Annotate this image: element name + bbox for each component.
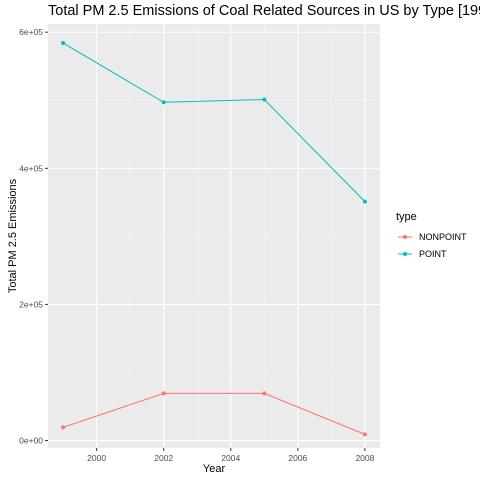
legend-title: type [396, 211, 417, 223]
legend-label-point: POINT [419, 249, 447, 259]
data-point-nonpoint [61, 425, 66, 430]
y-axis-title: Total PM 2.5 Emissions [7, 178, 19, 293]
series-layer [61, 41, 367, 437]
data-point-point [362, 199, 367, 204]
x-tick-label: 2002 [154, 453, 173, 463]
series-line-nonpoint [62, 392, 366, 435]
minor-gridlines [48, 24, 380, 448]
x-axis-title: Year [203, 463, 226, 475]
y-tick-label: 6e+05 [19, 27, 43, 37]
y-tick-label: 2e+05 [19, 299, 43, 309]
data-point-point [61, 41, 66, 46]
x-tick-label: 2004 [221, 453, 240, 463]
legend-key-point-nonpoint [403, 235, 407, 239]
x-tick-label: 2006 [288, 453, 307, 463]
y-tick-label: 4e+05 [19, 163, 43, 173]
x-tick-label: 2008 [355, 453, 374, 463]
chart-title: Total PM 2.5 Emissions of Coal Related S… [48, 3, 480, 19]
series-line-point [62, 42, 366, 202]
x-tick-label: 2000 [87, 453, 106, 463]
data-point-nonpoint [161, 391, 166, 396]
legend: type NONPOINT POINT [396, 211, 467, 259]
plot-panel [48, 24, 380, 448]
data-point-nonpoint [362, 432, 367, 437]
legend-label-nonpoint: NONPOINT [419, 232, 467, 242]
legend-key-point-point [403, 252, 407, 256]
data-point-point [262, 97, 267, 102]
data-point-point [161, 100, 166, 105]
major-gridlines [48, 24, 380, 448]
axes-layer: 2000 2002 2004 2006 2008 0e+00 2e+05 4e+05 6e+05 [19, 27, 375, 463]
data-point-nonpoint [262, 391, 267, 396]
y-tick-label: 0e+00 [19, 436, 43, 446]
